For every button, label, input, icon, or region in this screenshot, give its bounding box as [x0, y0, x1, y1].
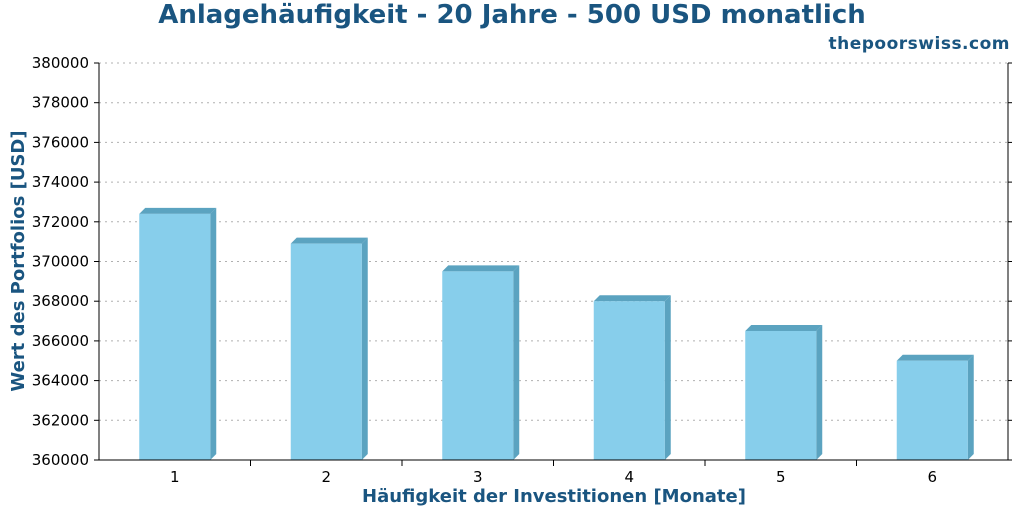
chart-title: Anlagehäufigkeit - 20 Jahre - 500 USD mo…	[158, 0, 866, 30]
bar-side	[967, 354, 974, 460]
bar-top	[896, 354, 974, 361]
bar	[139, 213, 211, 460]
axes-group	[98, 63, 1009, 461]
bars-group	[139, 207, 974, 460]
bar-side	[816, 324, 823, 460]
y-tick-label: 370000	[32, 253, 89, 271]
y-tick-label: 366000	[32, 332, 89, 350]
y-tick-label: 378000	[32, 94, 89, 112]
bar-side	[664, 295, 671, 460]
bar-side	[361, 237, 368, 460]
bar	[745, 330, 817, 460]
y-tick-label: 372000	[32, 213, 89, 231]
y-ticks: 360000 362000 364000 366000 368000 370000 3720…	[32, 54, 1012, 469]
y-tick-label: 376000	[32, 133, 89, 151]
x-axis-label: Häufigkeit der Investitionen [Monate]	[362, 486, 746, 507]
bar	[896, 360, 968, 460]
y-tick-label: 368000	[32, 292, 89, 310]
bar-side	[210, 207, 217, 460]
y-axis-label: Wert des Portfolios [USD]	[8, 130, 29, 391]
x-ticks: 1 2 3 4 5 6	[170, 460, 937, 486]
y-tick-label: 380000	[32, 54, 89, 72]
bar-top	[745, 324, 823, 331]
bar	[290, 243, 362, 460]
x-tick-label: 2	[321, 468, 331, 486]
x-tick-label: 4	[624, 468, 634, 486]
x-tick-label: 3	[473, 468, 483, 486]
bar	[442, 271, 514, 460]
x-tick-label: 1	[170, 468, 180, 486]
bar	[593, 301, 665, 460]
y-tick-label: 374000	[32, 173, 89, 191]
bar-top	[593, 295, 671, 302]
x-tick-label: 6	[927, 468, 937, 486]
grid-lines	[99, 62, 1008, 421]
y-tick-label: 364000	[32, 372, 89, 390]
bar-top	[139, 207, 217, 214]
bar-side	[513, 265, 520, 460]
y-tick-label: 362000	[32, 411, 89, 429]
brand-label: thepoorswiss.com	[828, 34, 1010, 54]
x-tick-label: 5	[776, 468, 786, 486]
bar-top	[442, 265, 520, 272]
y-tick-label: 360000	[32, 451, 89, 469]
bar-top	[290, 237, 368, 244]
